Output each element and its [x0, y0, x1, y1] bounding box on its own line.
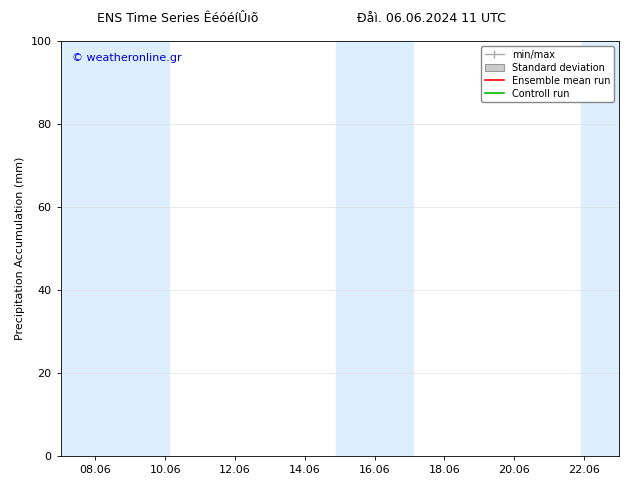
Text: Ðåì. 06.06.2024 11 UTC: Ðåì. 06.06.2024 11 UTC [357, 12, 505, 25]
Bar [581, 41, 623, 456]
Legend: min/max, Standard deviation, Ensemble mean run, Controll run: min/max, Standard deviation, Ensemble me… [481, 46, 614, 102]
Bar [336, 41, 413, 456]
Text: ENS Time Series ÊéóéíÛıõ: ENS Time Series ÊéóéíÛıõ [97, 12, 258, 25]
Bar [61, 41, 169, 456]
Y-axis label: Precipitation Accumulation (mm): Precipitation Accumulation (mm) [15, 157, 25, 340]
Text: © weatheronline.gr: © weatheronline.gr [72, 53, 181, 64]
